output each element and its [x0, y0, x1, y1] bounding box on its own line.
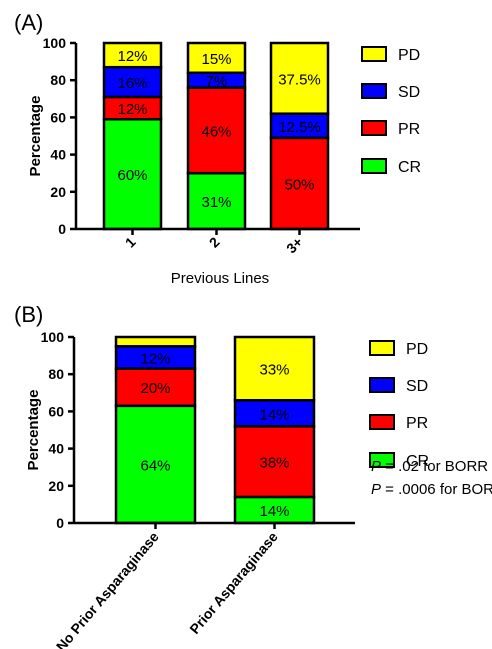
legend-label-sd: SD [398, 84, 420, 101]
y-tick-label: 0 [56, 515, 64, 531]
y-axis-title: Percentage [27, 96, 44, 177]
data-label: 12% [117, 101, 147, 118]
bar-segment-cr [102, 118, 163, 231]
data-label: 14% [259, 503, 289, 520]
bar-segment-sd [269, 112, 330, 140]
data-label: 12% [117, 48, 147, 65]
y-tick-label: 80 [50, 72, 66, 88]
legend-swatch-pd [369, 340, 395, 356]
y-tick-label: 40 [50, 147, 66, 163]
legend-swatch-cr [361, 158, 387, 174]
legend-swatch-cr [369, 452, 395, 468]
chart-panel-a: (A) 60% 12% 16% 12% 31% 46% 7% 15% 50% 12.5% 37.5% 0… [14, 10, 421, 287]
bar-segment-pd [269, 41, 330, 115]
y-tick-label: 100 [43, 35, 67, 51]
legend-label-pr: PR [398, 121, 420, 138]
y-tick-label: 0 [58, 221, 66, 237]
data-label: 37.5% [278, 71, 321, 88]
legend-label-sd: SD [406, 378, 428, 395]
legend-swatch-sd [369, 377, 395, 393]
y-tick-label: 80 [48, 366, 64, 382]
p-value-annotation: P = .0006 for BORR [371, 481, 492, 498]
p-value-annotation: P = .02 for BORR [371, 458, 488, 475]
legend-label-pd: PD [406, 341, 428, 358]
legend-swatch-pd [361, 46, 387, 62]
x-tick-label: 3+ [283, 234, 306, 257]
bar-segment-pr [233, 425, 316, 499]
data-label: 20% [140, 380, 170, 397]
data-label: 16% [117, 75, 147, 92]
bar-segment-pd [233, 335, 316, 402]
data-label: 12.5% [278, 119, 321, 136]
y-tick-label: 60 [48, 403, 64, 419]
data-label: 38% [259, 455, 289, 472]
legend-label-pd: PD [398, 47, 420, 64]
bar-segment-sd [233, 398, 316, 428]
data-label: 31% [201, 194, 231, 211]
y-tick-label: 60 [50, 109, 66, 125]
x-tick-label: Prior Asparaginase [186, 528, 281, 636]
bar-segment-pd [186, 41, 247, 75]
data-label: 14% [259, 406, 289, 423]
bar-segment-pr [269, 136, 330, 231]
x-tick-label: No Prior Asparaginase [53, 528, 162, 649]
x-axis-title: Previous Lines [171, 270, 269, 287]
data-label: 7% [206, 73, 228, 90]
y-tick-label: 20 [50, 184, 66, 200]
legend-swatch-pr [369, 414, 395, 430]
legend-swatch-pr [361, 120, 387, 136]
bar-segment-pd [102, 41, 163, 69]
legend-swatch-sd [361, 83, 387, 99]
data-label: 46% [201, 123, 231, 140]
legend-label-pr: PR [406, 415, 428, 432]
chart-panel-b: (B) 64% 20% 12% 14% 38% 14% 33% 0 20 40 60 80 100 No P… [14, 302, 492, 649]
data-label: 12% [140, 350, 170, 367]
y-tick-label: 40 [48, 441, 64, 457]
y-tick-label: 100 [41, 329, 65, 345]
y-tick-label: 20 [48, 478, 64, 494]
x-tick-label: 1 [122, 234, 139, 251]
bar-segment-pd [114, 335, 197, 348]
panel-label: (A) [14, 10, 43, 35]
data-label: 60% [117, 167, 147, 184]
legend-label-cr: CR [406, 453, 429, 470]
legend-label-cr: CR [398, 159, 421, 176]
data-label: 33% [259, 362, 289, 379]
y-axis-title: Percentage [25, 390, 42, 471]
data-label: 15% [201, 51, 231, 68]
data-label: 64% [140, 457, 170, 474]
bar-segment-cr [233, 495, 316, 525]
panel-label: (B) [14, 302, 43, 327]
x-tick-label: 2 [206, 234, 223, 251]
data-label: 50% [284, 176, 314, 193]
